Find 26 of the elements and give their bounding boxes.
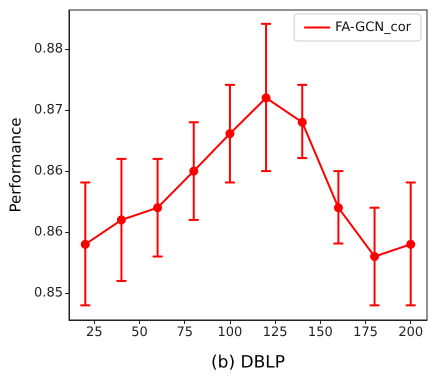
y-tick-label: 0.87 bbox=[34, 102, 63, 118]
x-axis-title: (b) DBLP bbox=[211, 352, 285, 372]
x-tick-label: 100 bbox=[218, 325, 242, 340]
legend-label: FA-GCN_cor bbox=[335, 20, 412, 35]
point bbox=[262, 93, 271, 102]
x-tick-label: 125 bbox=[262, 325, 288, 340]
point bbox=[80, 240, 90, 249]
x-tick-label: 175 bbox=[353, 325, 378, 340]
x-tick-label: 25 bbox=[86, 325, 103, 340]
point bbox=[298, 118, 307, 127]
point bbox=[370, 252, 380, 262]
point bbox=[153, 203, 162, 212]
point bbox=[334, 203, 343, 212]
x-tick-label: 50 bbox=[131, 325, 148, 340]
y-axis-title: Performance bbox=[6, 117, 24, 213]
point bbox=[189, 166, 198, 176]
point bbox=[116, 215, 126, 224]
y-tick-label: 0.85 bbox=[34, 286, 63, 301]
point bbox=[406, 240, 416, 249]
y-tick-label: 0.88 bbox=[34, 42, 63, 57]
x-tick-label: 150 bbox=[308, 325, 333, 340]
x-tick-label: 200 bbox=[398, 325, 424, 340]
point bbox=[225, 129, 234, 138]
y-tick-label: 0.86 bbox=[34, 224, 63, 240]
x-tick-label: 75 bbox=[176, 325, 193, 340]
y-tick-label: 0.86 bbox=[34, 164, 63, 179]
